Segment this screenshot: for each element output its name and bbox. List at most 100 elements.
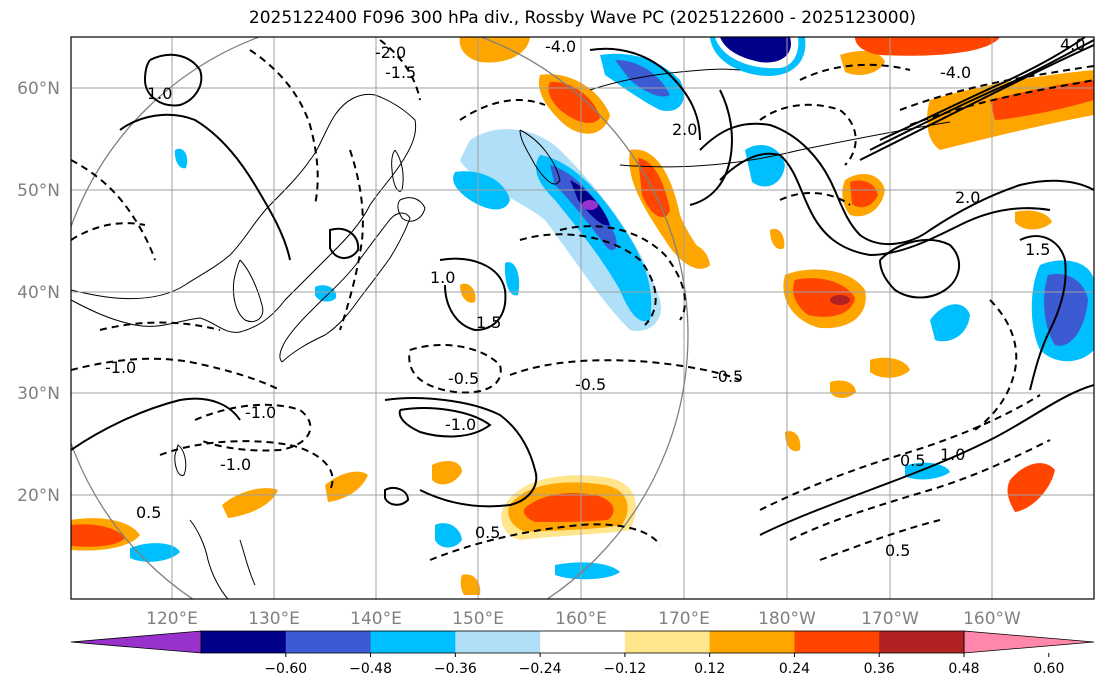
lon-label: 120°E	[146, 609, 198, 629]
contour-label: 4.0	[1060, 35, 1085, 54]
contour-solid-15	[329, 227, 360, 259]
pos-region-far-ne-core	[990, 80, 1094, 120]
contour-dash-10	[819, 519, 941, 561]
contour-solid-6	[879, 239, 960, 299]
colorbar-frame	[200, 630, 965, 654]
contour-solid-9	[119, 113, 291, 261]
contour-labels: 2.0 -1.5 -2.0 -1.0 -1.0 -1.0 -1.0 -0.5 -…	[105, 35, 1085, 560]
colorbar-segment	[201, 631, 287, 653]
colorbar-extend-min	[70, 630, 202, 654]
lon-label: 130°E	[248, 609, 300, 629]
pos-region-small-h	[460, 574, 481, 595]
coastline-sakhalin	[391, 149, 404, 192]
contours-solid	[71, 37, 1094, 536]
map-title: 2025122400 F096 300 hPa div., Rossby Wav…	[248, 8, 917, 28]
contour-solid-18	[589, 47, 701, 141]
contour-dash-18	[899, 65, 1094, 111]
lon-label: 170°W	[861, 609, 919, 629]
colorbar-segment	[540, 631, 626, 653]
contour-solid-12	[869, 39, 1094, 151]
pos-region-sw2	[325, 471, 368, 502]
pos-region-south-big-core	[523, 493, 614, 522]
colorbar-ticks: −0.60 −0.48 −0.36 −0.24 −0.12 0.12 0.24 0.36 0.4…	[264, 653, 1064, 677]
pos-region-west-edge-core	[71, 524, 125, 547]
contour-dash-9	[789, 439, 1051, 541]
colorbar-tick-label: −0.12	[603, 661, 646, 677]
pos-region-small-d	[830, 380, 856, 398]
contour-label: -1.0	[445, 415, 476, 434]
neg-purple-core	[582, 200, 598, 210]
pos-region-small-b	[770, 228, 785, 250]
lon-label: 180°W	[758, 609, 816, 629]
lon-label: 160°E	[555, 609, 607, 629]
pos-region-sw1	[222, 488, 278, 518]
lat-label: 20°N	[17, 486, 60, 506]
coastline-asia	[71, 93, 417, 333]
contour-dash-20	[779, 192, 851, 206]
contour-dash-7	[429, 523, 661, 561]
coastline-taiwan	[174, 444, 187, 476]
contour-dash-1	[408, 344, 502, 394]
contour-label: 2.0	[672, 120, 697, 139]
plot-frame	[70, 36, 1095, 600]
contour-solid-5	[719, 152, 1051, 257]
analysis-radius-circle	[71, 37, 689, 599]
colorbar-tick-label: 0.12	[694, 661, 725, 677]
contour-solid-10	[689, 89, 733, 206]
lon-label: 170°E	[658, 609, 710, 629]
contour-solid-17	[1019, 235, 1067, 391]
colorbar-segment	[455, 631, 541, 653]
contour-dash-22	[974, 299, 1018, 431]
colorbar-tick-label: 0.60	[1033, 661, 1064, 677]
coastline-hokkaido	[397, 197, 426, 222]
contour-dash-12	[379, 39, 421, 101]
contour-label: 1.5	[476, 313, 501, 332]
pos-region-sw3	[432, 460, 462, 485]
contour-label: 0.5	[900, 451, 925, 470]
pos-region-ne-core	[850, 180, 878, 208]
contour-label: -2.0	[375, 43, 406, 62]
contour-label: -1.0	[220, 455, 251, 474]
contour-label: -0.5	[712, 367, 743, 386]
contour-dash-14	[559, 225, 686, 321]
neg-region-south2	[555, 562, 620, 580]
contour-dash-17	[799, 63, 911, 81]
contour-label: -1.5	[385, 63, 416, 82]
contour-label: 2.0	[955, 188, 980, 207]
contour-label: 0.5	[475, 523, 500, 542]
contour-solid-11	[859, 44, 1094, 161]
pos-region-north-ridge-core	[548, 81, 600, 124]
contour-dash-4	[159, 440, 334, 491]
neg-region-top-edge	[710, 37, 806, 76]
pos-region-top-right	[840, 50, 885, 75]
contour-dash-24	[71, 222, 146, 241]
contour-label: -4.0	[545, 37, 576, 56]
contour-solid-2	[398, 407, 492, 438]
pos-region-east-small	[1007, 463, 1055, 512]
contour-dash-13	[71, 159, 156, 261]
colorbar-segment	[709, 631, 795, 653]
contour-solid-4	[699, 122, 1094, 246]
contour-label: 0.5	[885, 541, 910, 560]
contour-solid-16	[384, 487, 410, 506]
colorbar-segment	[370, 631, 456, 653]
pos-region-stripe-core	[638, 158, 670, 218]
colorbar-segment	[879, 631, 965, 653]
colorbar-tick-label: 0.36	[864, 661, 895, 677]
colorbar	[70, 630, 1095, 654]
neg-region-top	[720, 37, 791, 63]
contour-solid-14	[439, 257, 507, 332]
contour-solid-3	[759, 384, 1094, 536]
neg-region-south	[435, 523, 462, 548]
pos-region-top-right2	[855, 37, 1000, 56]
coastline-korea	[232, 259, 264, 323]
contour-dash-5	[71, 357, 281, 391]
colorbar-tick-label: −0.36	[434, 661, 477, 677]
colorbar-segment	[624, 631, 711, 653]
colorbar-tick-label: −0.60	[264, 661, 307, 677]
contour-label: -1.0	[245, 403, 276, 422]
lat-label: 30°N	[17, 384, 60, 404]
contour-dash-6	[99, 321, 221, 331]
pos-region-top-left	[459, 37, 530, 63]
